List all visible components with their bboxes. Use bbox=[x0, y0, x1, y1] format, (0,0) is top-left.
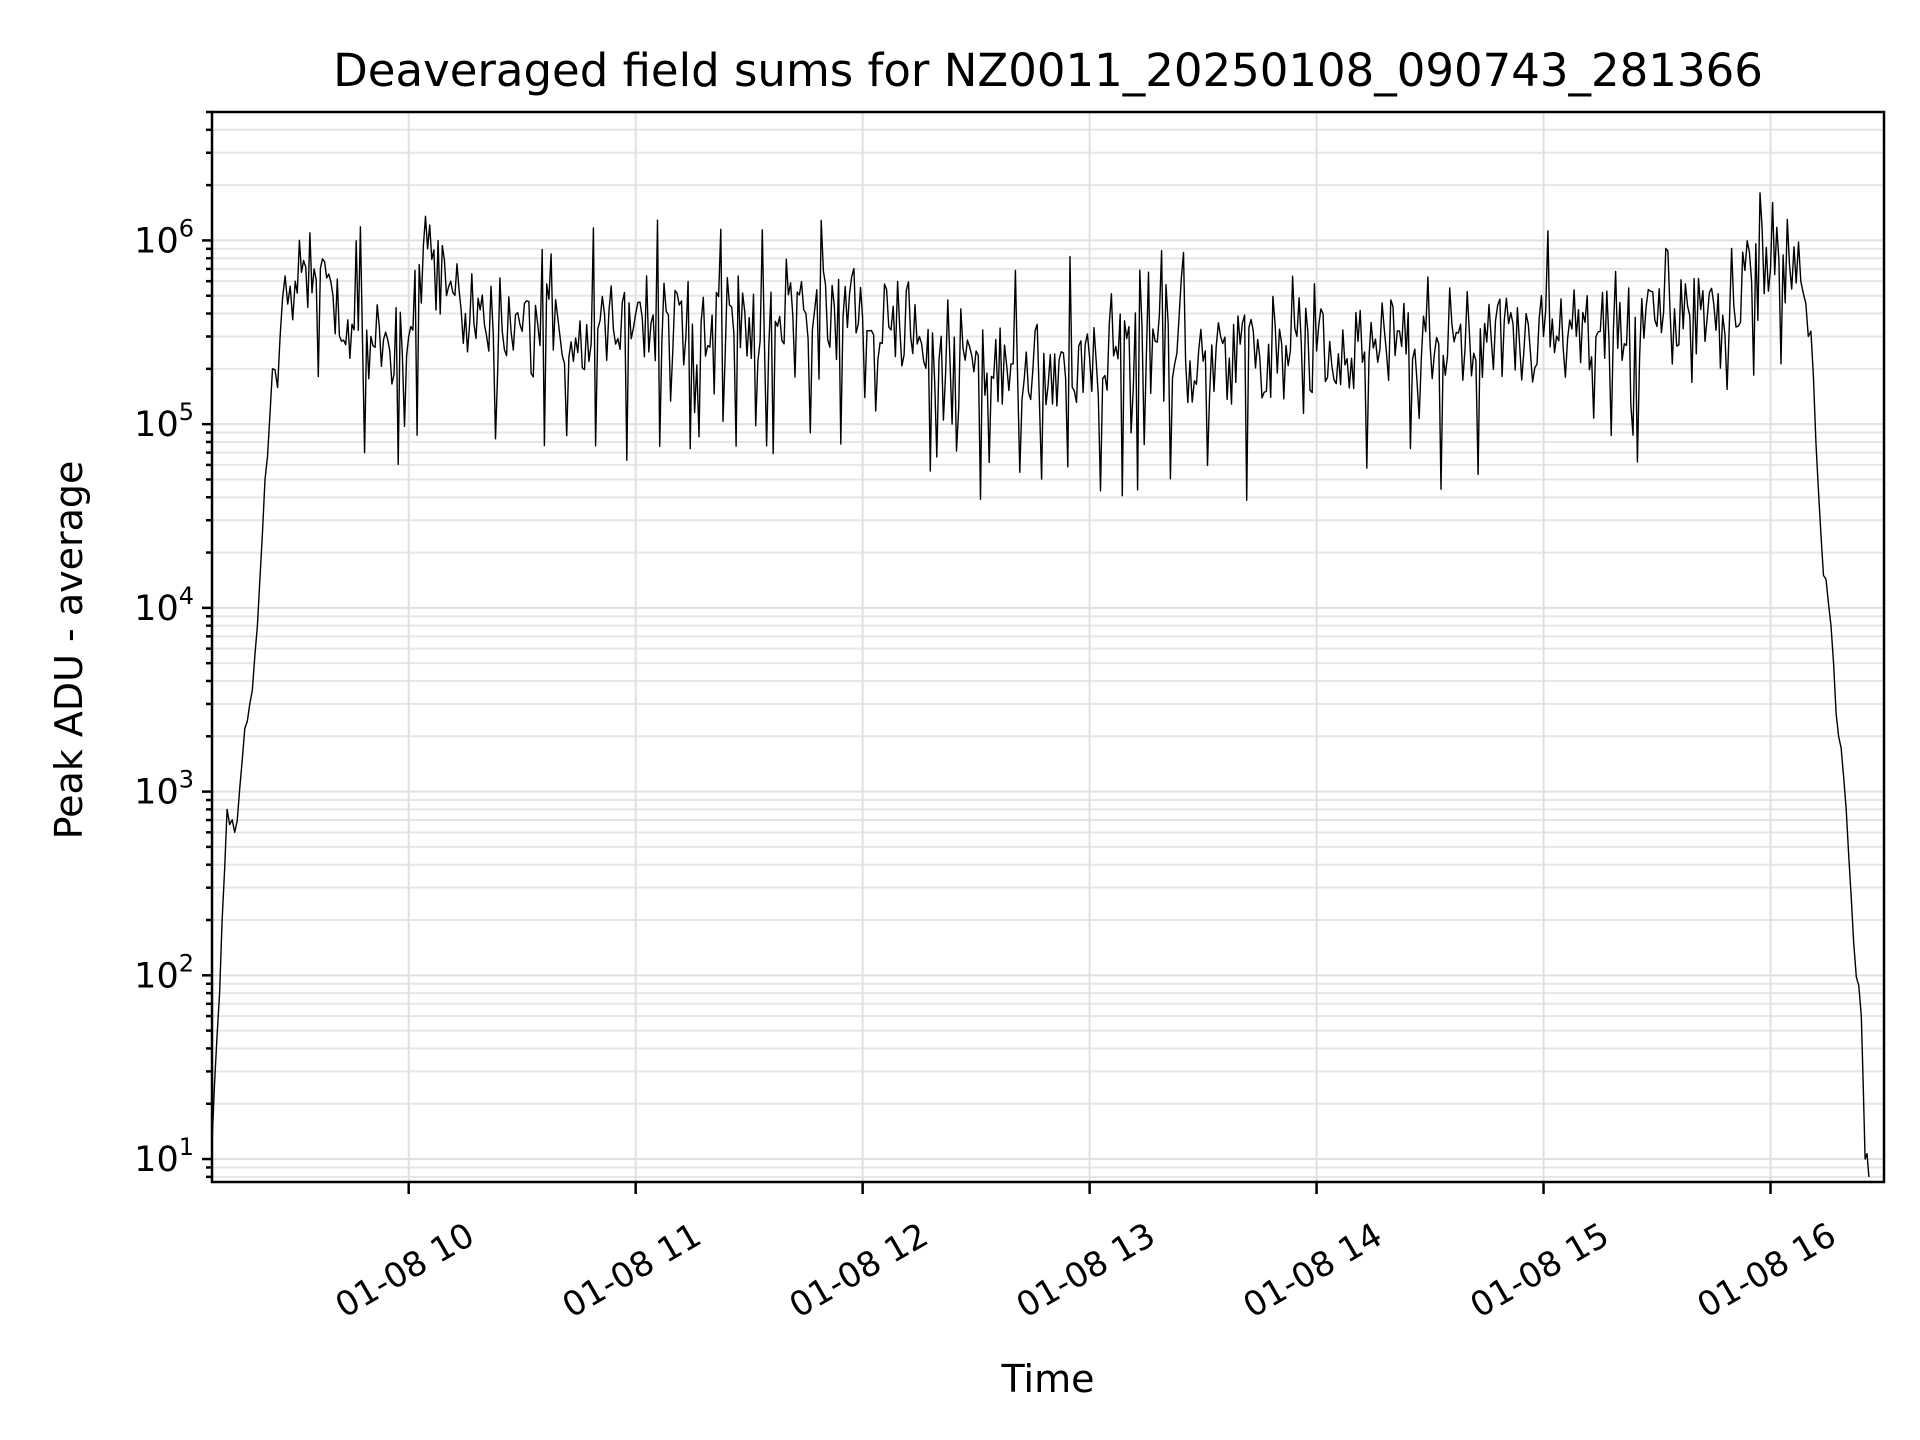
y-tick-exponent: 6 bbox=[179, 214, 194, 242]
y-tick-label: 104 bbox=[134, 582, 194, 629]
plot-frame bbox=[210, 110, 1886, 1184]
series-line bbox=[211, 192, 1870, 1177]
y-tick-exponent: 4 bbox=[179, 582, 194, 610]
y-tick-exponent: 2 bbox=[179, 949, 194, 977]
y-tick-label: 101 bbox=[134, 1133, 194, 1180]
x-axis-label: Time bbox=[1001, 1357, 1095, 1401]
chart-title: Deaveraged field sums for NZ0011_2025010… bbox=[333, 44, 1763, 97]
y-tick-exponent: 1 bbox=[179, 1133, 194, 1161]
series-layer bbox=[211, 192, 1870, 1177]
y-tick-base: 10 bbox=[134, 1140, 179, 1180]
y-tick-exponent: 5 bbox=[179, 398, 194, 426]
grid bbox=[212, 111, 1884, 1182]
y-tick-label: 102 bbox=[134, 949, 194, 996]
axis-ticks bbox=[202, 110, 1772, 1194]
y-tick-base: 10 bbox=[134, 221, 179, 261]
y-tick-label: 103 bbox=[134, 766, 194, 813]
y-tick-label: 106 bbox=[134, 214, 194, 261]
y-tick-exponent: 3 bbox=[179, 766, 194, 794]
y-axis-label: Peak ADU - average bbox=[47, 461, 91, 840]
y-tick-base: 10 bbox=[134, 956, 179, 996]
y-tick-base: 10 bbox=[134, 589, 179, 629]
y-tick-base: 10 bbox=[134, 405, 179, 445]
y-tick-label: 105 bbox=[134, 398, 194, 445]
y-tick-base: 10 bbox=[134, 773, 179, 813]
